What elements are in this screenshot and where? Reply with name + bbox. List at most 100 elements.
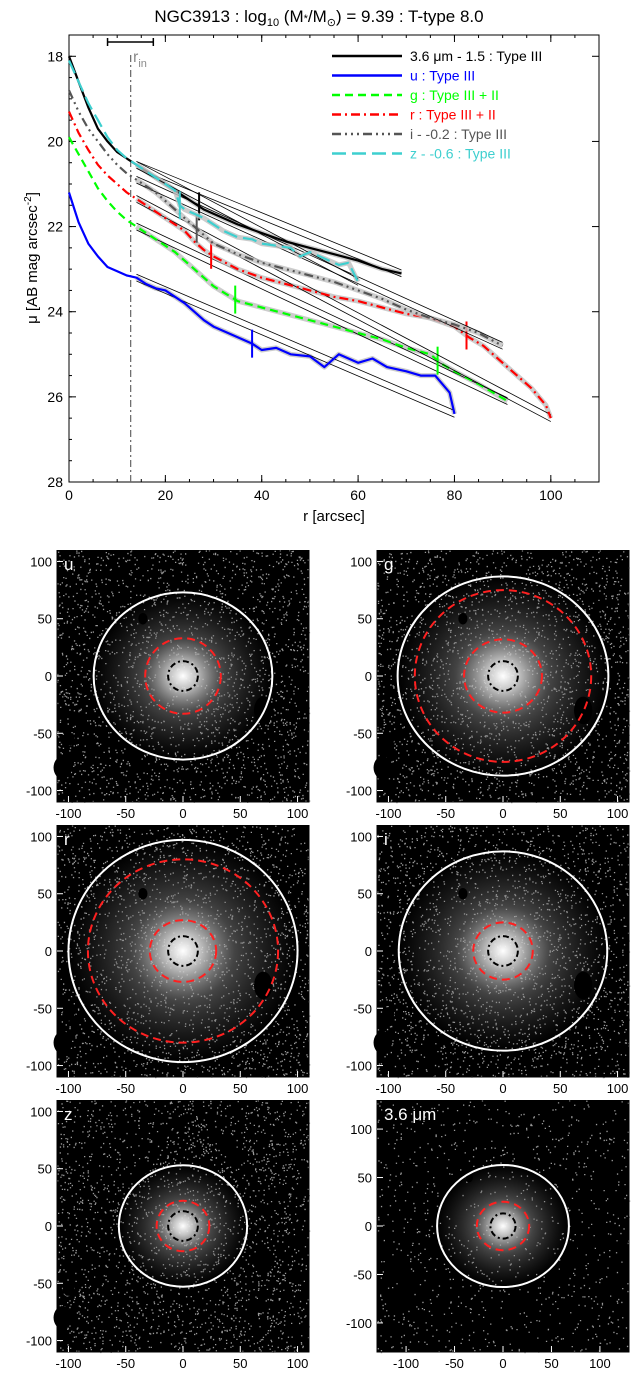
x-tick-label: 50 (233, 806, 247, 821)
legend-label: u : Type III (410, 68, 475, 84)
aperture-ellipse-red-dashed (463, 638, 543, 714)
aperture-ellipse-white-solid (117, 1164, 249, 1288)
band-label: i (384, 830, 388, 849)
x-tick-label: 50 (553, 806, 567, 821)
mask-blob (138, 888, 148, 900)
series-fit-line (136, 229, 508, 405)
y-tick-label: -100 (26, 1334, 52, 1349)
x-tick-label: -50 (436, 806, 455, 821)
legend-label: g : Type III + II (410, 87, 499, 103)
band-label: u (64, 555, 73, 574)
x-tick-label: 0 (179, 1081, 186, 1096)
x-tick-label: 100 (539, 487, 563, 503)
legend-label: i - -0.2 : Type III (410, 126, 507, 142)
aperture-ellipse-white-solid (396, 575, 610, 777)
plot-frame (68, 34, 600, 483)
y-tick-label: 50 (38, 887, 52, 902)
y-tick-label: 26 (47, 389, 63, 405)
aperture-ellipse-white-solid (397, 850, 609, 1052)
x-tick-label: 20 (158, 487, 174, 503)
y-tick-label: 28 (47, 474, 63, 490)
galaxy-glow (397, 576, 609, 776)
x-tick-label: -100 (375, 1081, 401, 1096)
x-tick-label: -100 (393, 1356, 419, 1371)
mask-blob (62, 732, 75, 746)
y-tick-label: 20 (47, 133, 63, 149)
image-panel-z: -100 -50 0 50 100 100 50 0 -50 -100 z (26, 1100, 311, 1371)
y-tick-label: 22 (47, 219, 63, 235)
y-tick-label: -50 (353, 1001, 372, 1016)
aperture-ellipse-red-dashed (472, 921, 534, 981)
rin-label: rin (133, 49, 147, 70)
x-tick-label: 0 (499, 806, 506, 821)
image-panel-r: -100 -50 0 50 100 100 50 0 -50 -100 r (26, 825, 311, 1096)
y-tick-label: 50 (358, 1171, 372, 1186)
x-tick-label: 50 (553, 1081, 567, 1096)
series-fit-line (136, 175, 503, 343)
series-line (67, 55, 402, 275)
mask-blob (382, 1007, 395, 1021)
x-tick-label: -50 (436, 1081, 455, 1096)
aperture-ellipse-red-dashed (475, 1200, 531, 1252)
mask-blob (401, 1273, 411, 1286)
mask-blob (574, 696, 593, 725)
image-panel-g: -100 -50 0 50 100 100 50 0 -50 -100 g (346, 550, 631, 821)
y-tick-label: -100 (346, 1059, 372, 1074)
x-tick-label: 100 (589, 1356, 611, 1371)
band-label: 3.6 μm (384, 1105, 436, 1124)
aperture-ellipse-white-solid (436, 1163, 570, 1289)
surface-brightness-profile-chart: NGC3913 : log10 (M*/M⊙) = 9.39 : T-type … (23, 7, 600, 525)
x-tick-label: -50 (116, 1081, 135, 1096)
mask-blob (53, 756, 72, 780)
mask-blob (458, 613, 468, 625)
mask-blob (373, 1031, 392, 1055)
x-tick-label: 0 (179, 1356, 186, 1371)
mask-blob (62, 1282, 75, 1296)
galaxy-glow (93, 592, 273, 760)
aperture-ellipse-red-dashed (155, 1199, 211, 1253)
series-fit-line (136, 273, 455, 411)
legend-label: r : Type III + II (410, 107, 496, 123)
x-tick-label: -100 (375, 806, 401, 821)
series-layer (67, 55, 554, 422)
aperture-ellipse-black-dashdot (167, 1210, 199, 1242)
mask-blob (458, 888, 468, 900)
galaxy-glow (118, 1165, 248, 1287)
mask-blob (138, 1163, 148, 1175)
y-tick-label: 50 (358, 887, 372, 902)
aperture-ellipse-red-dashed (148, 919, 218, 983)
series-fit-line (136, 201, 552, 422)
x-tick-label: 0 (179, 806, 186, 821)
y-tick-label: 50 (358, 612, 372, 627)
x-tick-label: 0 (499, 1081, 506, 1096)
y-tick-label: 100 (30, 829, 52, 844)
y-tick-label: -100 (26, 1059, 52, 1074)
x-tick-label: -100 (55, 806, 81, 821)
y-tick-label: 0 (365, 944, 372, 959)
x-tick-label: 80 (447, 487, 463, 503)
y-tick-label: 0 (365, 669, 372, 684)
series-fit-line (136, 280, 455, 418)
mask-blob (382, 732, 395, 746)
x-tick-label: 0 (499, 1356, 506, 1371)
series-fit-line (136, 182, 503, 350)
series-fit-line (136, 195, 552, 416)
x-tick-label: -50 (116, 1356, 135, 1371)
mask-blob (254, 971, 273, 1000)
x-tick-label: 100 (607, 1081, 629, 1096)
x-tick-label: -100 (55, 1356, 81, 1371)
mask-blob (62, 1007, 75, 1021)
mask-blob (373, 756, 392, 780)
legend-label: z - -0.6 : Type III (410, 146, 511, 162)
y-tick-label: -50 (33, 1276, 52, 1291)
x-axis-label: r [arcsec] (303, 508, 365, 525)
legend: 3.6 μm - 1.5 : Type III u : Type III g : T… (332, 48, 542, 162)
y-tick-label: 0 (45, 1219, 52, 1234)
y-tick-label: -100 (346, 784, 372, 799)
x-tick-label: 50 (233, 1081, 247, 1096)
mask-blob (254, 1246, 273, 1275)
legend-label: 3.6 μm - 1.5 : Type III (410, 48, 542, 64)
galaxy-glow (437, 1164, 569, 1288)
x-tick-label: 0 (65, 487, 73, 503)
